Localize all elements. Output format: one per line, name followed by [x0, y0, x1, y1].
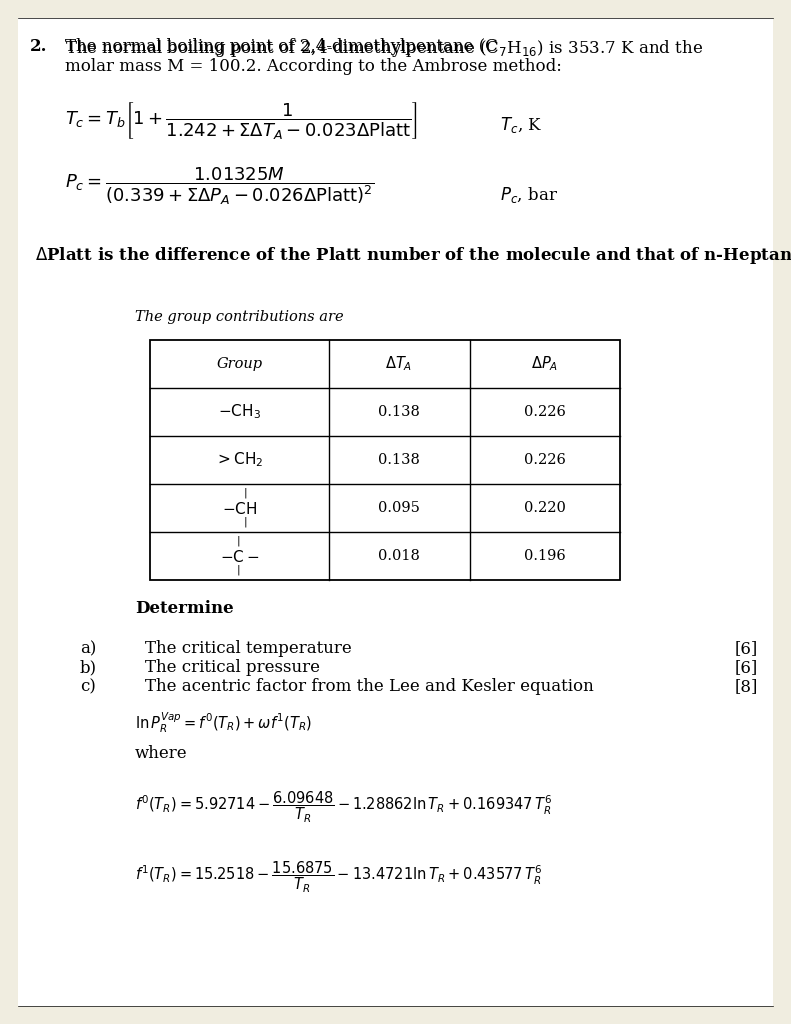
Text: The critical pressure: The critical pressure — [145, 659, 320, 676]
Text: $\mathrm{-CH_3}$: $\mathrm{-CH_3}$ — [218, 402, 261, 421]
Text: 2.: 2. — [30, 38, 47, 55]
Text: 0.226: 0.226 — [524, 453, 566, 467]
Text: $P_c$, bar: $P_c$, bar — [500, 185, 558, 205]
Text: $\ln P_R^{Vap} = f^0(T_R)+\omega f^1(T_R)$: $\ln P_R^{Vap} = f^0(T_R)+\omega f^1(T_R… — [135, 710, 312, 735]
Text: The normal boiling point of 2,4-dimethylpentane (C: The normal boiling point of 2,4-dimethyl… — [65, 38, 498, 55]
Text: [6]: [6] — [735, 659, 758, 676]
Text: $\Delta P_A$: $\Delta P_A$ — [532, 354, 558, 374]
Text: $f^1(T_R)= 15.2518 - \dfrac{15.6875}{T_R} - 13.4721\ln T_R +0.43577\,T_R^6$: $f^1(T_R)= 15.2518 - \dfrac{15.6875}{T_R… — [135, 860, 542, 895]
Text: $\Delta T_A$: $\Delta T_A$ — [385, 354, 413, 374]
Text: b): b) — [80, 659, 97, 676]
Text: Determine: Determine — [135, 600, 233, 617]
Text: $\mathrm{-\overset{|}{\underset{|}{CH}}}$: $\mathrm{-\overset{|}{\underset{|}{CH}}}… — [221, 486, 257, 529]
Text: The acentric factor from the Lee and Kesler equation: The acentric factor from the Lee and Kes… — [145, 678, 594, 695]
Text: 0.095: 0.095 — [378, 501, 420, 515]
Text: $\mathrm{>CH_2}$: $\mathrm{>CH_2}$ — [215, 451, 263, 469]
Text: 0.138: 0.138 — [378, 406, 420, 419]
Bar — [150, 340, 620, 580]
Text: 0.196: 0.196 — [524, 549, 566, 563]
Text: 0.220: 0.220 — [524, 501, 566, 515]
Text: $T_c = T_b\left[1+\dfrac{1}{1.242+\Sigma\Delta T_A-0.023\Delta\mathrm{Platt}}\ri: $T_c = T_b\left[1+\dfrac{1}{1.242+\Sigma… — [65, 100, 418, 141]
Text: The critical temperature: The critical temperature — [145, 640, 352, 657]
Text: $\Delta$Platt is the difference of the Platt number of the molecule and that of : $\Delta$Platt is the difference of the P… — [35, 245, 791, 266]
Text: The normal boiling point of 2,4-dimethylpentane (C$_7$H$_{16}$) is 353.7 K and t: The normal boiling point of 2,4-dimethyl… — [65, 38, 703, 59]
Text: a): a) — [80, 640, 97, 657]
Text: c): c) — [80, 678, 96, 695]
Text: 0.226: 0.226 — [524, 406, 566, 419]
Text: 0.018: 0.018 — [378, 549, 420, 563]
Text: $\mathrm{-\overset{|}{\underset{|}{C}}-}$: $\mathrm{-\overset{|}{\underset{|}{C}}-}… — [220, 535, 259, 578]
Text: The group contributions are: The group contributions are — [135, 310, 343, 324]
Text: $f^0(T_R)= 5.92714 - \dfrac{6.09648}{T_R} - 1.28862\ln T_R +0.169347\,T_R^6$: $f^0(T_R)= 5.92714 - \dfrac{6.09648}{T_R… — [135, 790, 553, 825]
Text: Group: Group — [216, 357, 263, 371]
Text: molar mass M = 100.2. According to the Ambrose method:: molar mass M = 100.2. According to the A… — [65, 58, 562, 75]
Text: [6]: [6] — [735, 640, 758, 657]
Text: [8]: [8] — [735, 678, 758, 695]
Text: where: where — [135, 745, 187, 762]
Text: $P_c = \dfrac{1.01325M}{\left(0.339+\Sigma\Delta P_A-0.026\Delta\mathrm{Platt}\r: $P_c = \dfrac{1.01325M}{\left(0.339+\Sig… — [65, 165, 374, 207]
Text: 0.138: 0.138 — [378, 453, 420, 467]
Text: $T_c$, K: $T_c$, K — [500, 115, 543, 135]
